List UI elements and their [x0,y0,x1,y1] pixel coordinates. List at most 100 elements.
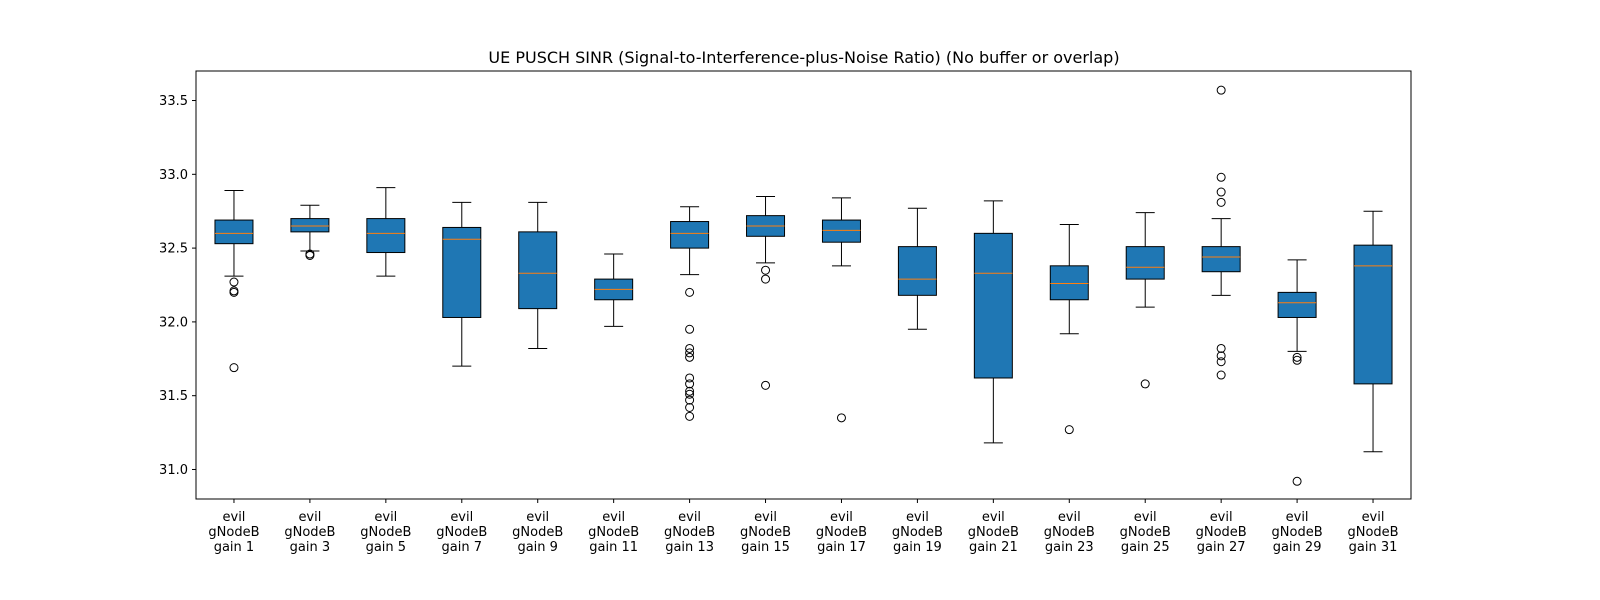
outlier-point [685,389,695,399]
outlier-point [761,265,771,275]
box-group [1049,223,1089,435]
x-tick-label-line: evil [298,510,321,525]
outlier-point [685,352,695,362]
x-tick-label-line: gain 15 [741,540,790,555]
x-tick-label-line: evil [450,510,473,525]
box-group [746,195,786,390]
box-group [290,204,330,260]
outlier-point [761,380,771,390]
axes-frame [195,70,1412,500]
x-tick-label-line: gain 7 [442,540,482,555]
y-tick-label: 33.5 [159,94,188,109]
box [821,219,861,243]
box [366,218,406,254]
x-tick-label: evil gNodeB gain 27 [1196,510,1247,555]
chart-title: UE PUSCH SINR (Signal-to-Interference-pl… [488,48,1119,67]
x-tick-label-line: gain 17 [817,540,866,555]
box-group [442,201,482,367]
x-tick-label: evil gNodeB gain 3 [284,510,335,555]
outlier-point [1216,85,1226,95]
x-tick-label-line: gNodeB [436,525,487,540]
box-group [670,206,710,421]
x-tick-label-line: evil [1134,510,1157,525]
y-axis: 31.0 31.5 32.0 32.5 33.0 33.5 [159,94,196,478]
x-tick-label-line: gNodeB [1196,525,1247,540]
x-tick-label-line: gain 3 [290,540,330,555]
box [670,221,710,249]
outlier-point [1216,357,1226,367]
y-tick-label: 33.0 [159,168,188,183]
outlier-point [685,287,695,297]
x-tick-label-line: gNodeB [360,525,411,540]
x-tick-label-line: evil [1058,510,1081,525]
x-tick-label-line: gNodeB [664,525,715,540]
y-tick-label: 32.5 [159,242,188,257]
outlier-point [1140,379,1150,389]
outlier-point [685,386,695,396]
x-tick-label-line: evil [1286,510,1309,525]
box-group [214,190,254,373]
box [973,232,1013,379]
x-tick-label-line: gain 13 [665,540,714,555]
outlier-point [685,348,695,358]
x-tick-label: evil gNodeB gain 21 [968,510,1019,555]
x-tick-label-line: gNodeB [1347,525,1398,540]
x-tick-label-line: evil [754,510,777,525]
outlier-point [229,287,239,297]
box-group [518,201,558,349]
box [1353,244,1393,385]
x-tick-label-line: gain 9 [517,540,557,555]
x-tick-label-line: evil [526,510,549,525]
box [518,231,558,310]
box [442,226,482,318]
x-tick-label-line: gNodeB [968,525,1019,540]
outlier-point [685,343,695,353]
outlier-point [685,411,695,421]
y-tick-label: 31.0 [159,463,188,478]
box [1125,246,1165,280]
box-group [1125,212,1165,389]
outlier-point [685,373,695,383]
x-tick-label-line: evil [678,510,701,525]
box-group [594,253,634,327]
x-tick-label-line: evil [374,510,397,525]
x-tick-label-line: gain 29 [1273,540,1322,555]
box-group [366,187,406,277]
box-group [821,197,861,423]
x-tick-label-line: gain 1 [214,540,254,555]
x-tick-label-line: gNodeB [512,525,563,540]
x-tick-label: evil gNodeB gain 11 [588,510,639,555]
x-tick-label-line: gNodeB [740,525,791,540]
box [1201,246,1241,273]
outlier-point [836,413,846,423]
x-tick-label-line: evil [982,510,1005,525]
outlier-point [1216,370,1226,380]
y-tick-label: 31.5 [159,389,188,404]
outlier-point [685,324,695,334]
x-tick-label-line: gain 25 [1121,540,1170,555]
box-group [1277,259,1317,486]
x-tick-label: evil gNodeB gain 15 [740,510,791,555]
x-tick-label-line: gain 21 [969,540,1018,555]
x-tick-label-line: gain 31 [1349,540,1398,555]
x-tick-label-line: gain 19 [893,540,942,555]
box [897,246,937,296]
outlier-point [305,250,315,260]
outlier-point [685,379,695,389]
x-tick-label-line: gain 11 [589,540,638,555]
x-tick-label: evil gNodeB gain 17 [816,510,867,555]
x-tick-label-line: gain 27 [1197,540,1246,555]
box [1049,265,1089,301]
outlier-point [761,274,771,284]
box [214,219,254,245]
box-group [897,207,937,330]
x-tick-label-line: gNodeB [892,525,943,540]
x-tick-label-line: evil [223,510,246,525]
box [1277,291,1317,318]
x-tick-label: evil gNodeB gain 23 [1044,510,1095,555]
x-tick-label-line: gNodeB [588,525,639,540]
x-tick-label: evil gNodeB gain 5 [360,510,411,555]
x-tick-label: evil gNodeB gain 31 [1347,510,1398,555]
box [290,218,330,233]
